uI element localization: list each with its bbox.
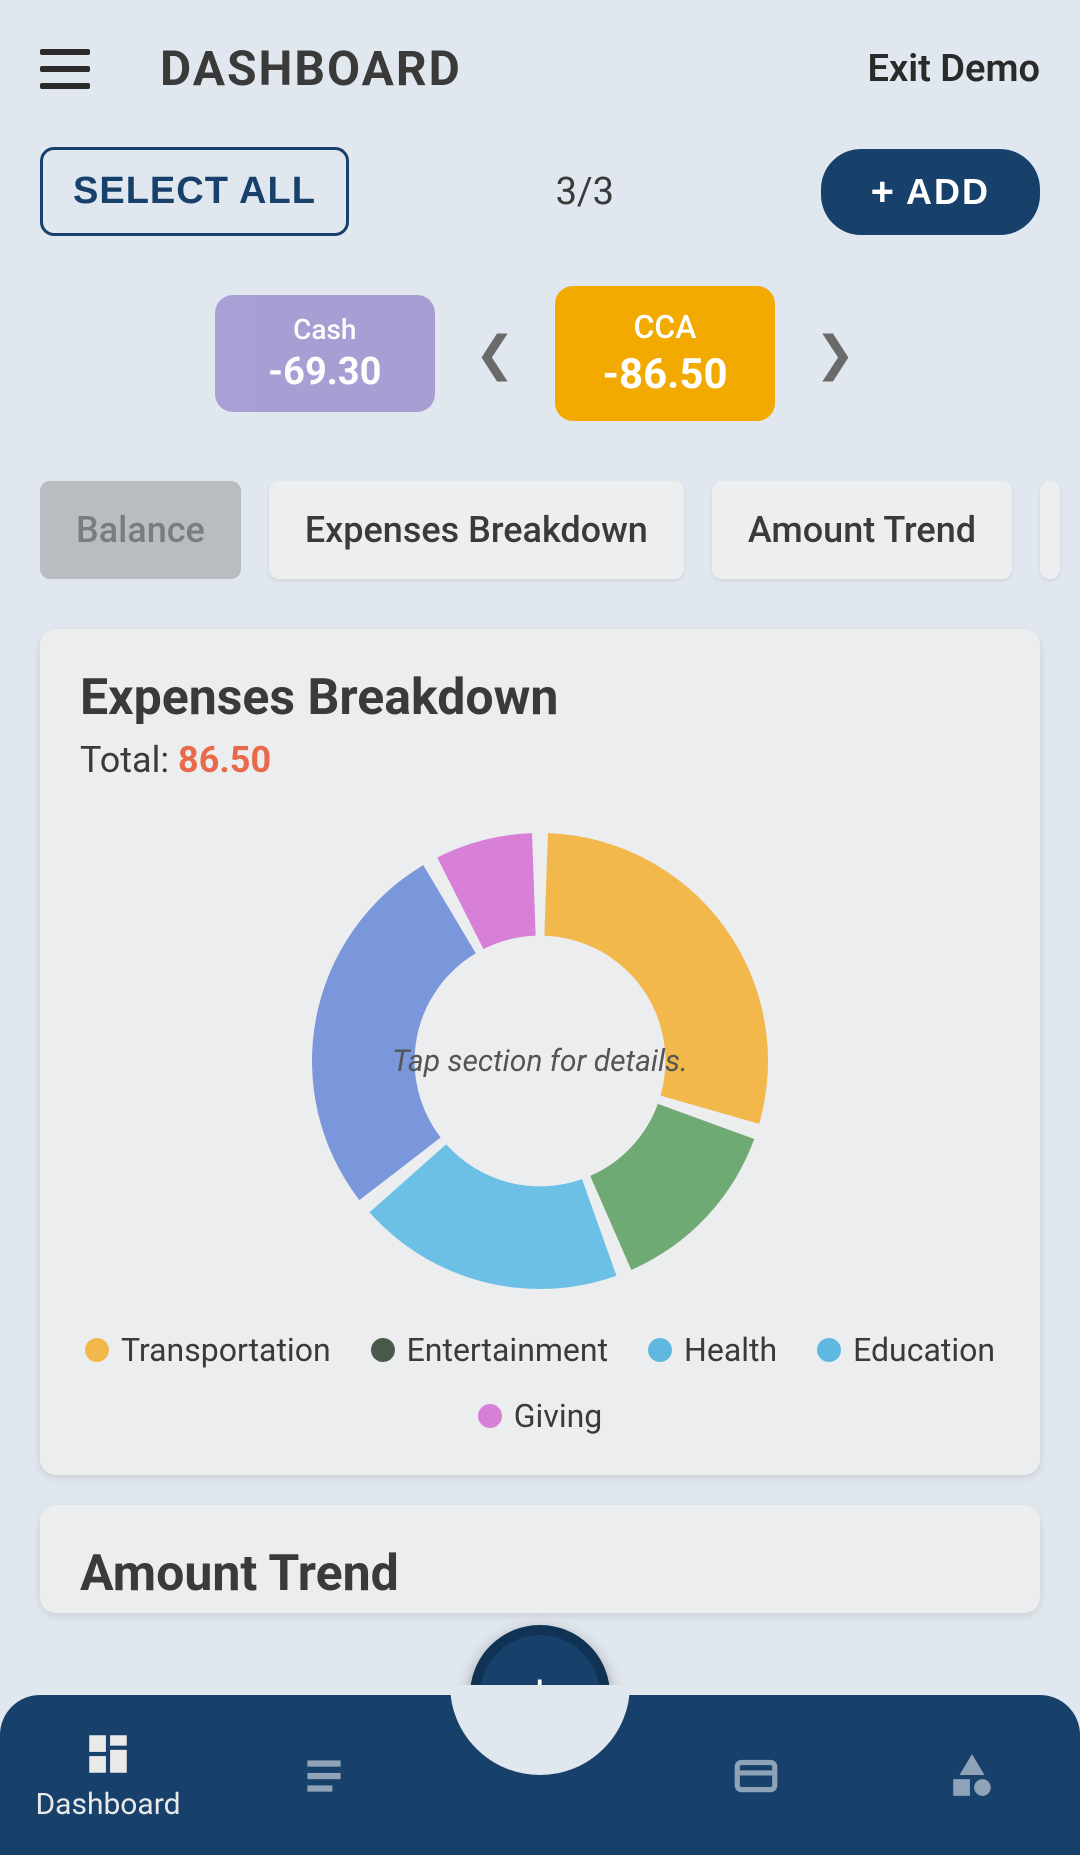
exit-demo-button[interactable]: Exit Demo (868, 47, 1040, 91)
legend-label: Health (684, 1331, 777, 1369)
legend-item-education[interactable]: Education (817, 1331, 995, 1369)
legend-label: Education (853, 1331, 995, 1369)
legend-item-health[interactable]: Health (648, 1331, 777, 1369)
total-value: 86.50 (178, 739, 271, 781)
tab-overflow[interactable] (1040, 481, 1060, 579)
legend-item-transportation[interactable]: Transportation (85, 1331, 331, 1369)
nav-card[interactable] (648, 1750, 864, 1800)
toolbar: SELECT ALL 3/3 + ADD (0, 127, 1080, 256)
account-carousel: Cash -69.30 ❮ CCA -86.50 ❯ (0, 256, 1080, 481)
chevron-right-icon[interactable]: ❯ (805, 325, 865, 382)
total-label: Total: (80, 739, 178, 781)
tab-balance[interactable]: Balance (40, 481, 241, 579)
account-card-label: CCA (595, 308, 735, 346)
amount-trend-panel: Amount Trend (40, 1505, 1040, 1613)
legend-dot-icon (478, 1404, 502, 1428)
legend-label: Giving (514, 1397, 603, 1435)
legend-dot-icon (817, 1338, 841, 1362)
account-card-cca[interactable]: CCA -86.50 (555, 286, 775, 421)
account-card-value: -86.50 (595, 350, 735, 399)
nav-shapes[interactable] (864, 1750, 1080, 1800)
legend-item-entertainment[interactable]: Entertainment (371, 1331, 608, 1369)
panel-title: Amount Trend (80, 1545, 1000, 1603)
panel-title: Expenses Breakdown (80, 669, 1000, 727)
tab-amount-trend[interactable]: Amount Trend (712, 481, 1012, 579)
add-button-label: ADD (906, 171, 990, 213)
page-title: DASHBOARD (160, 40, 462, 97)
bottom-nav: Dashboard (0, 1695, 1080, 1855)
legend-dot-icon (85, 1338, 109, 1362)
list-icon (299, 1750, 349, 1800)
donut-slice-entertainment[interactable] (590, 1104, 754, 1270)
chevron-left-icon[interactable]: ❮ (465, 325, 525, 382)
dashboard-icon (83, 1729, 133, 1779)
donut-legend: Transportation Entertainment Health Educati… (80, 1331, 1000, 1435)
plus-icon: + (871, 172, 896, 212)
legend-item-giving[interactable]: Giving (478, 1397, 603, 1435)
account-card-cash[interactable]: Cash -69.30 (215, 295, 435, 412)
add-button[interactable]: + ADD (821, 149, 1040, 235)
nav-label: Dashboard (35, 1787, 180, 1822)
select-all-button[interactable]: SELECT ALL (40, 147, 349, 236)
donut-slice-health[interactable] (370, 1144, 617, 1289)
account-card-value: -69.30 (245, 350, 405, 394)
nav-dashboard[interactable]: Dashboard (0, 1729, 216, 1822)
shapes-icon (947, 1750, 997, 1800)
donut-chart[interactable]: Tap section for details. (300, 821, 780, 1301)
nav-notch (450, 1685, 630, 1775)
expenses-breakdown-panel: Expenses Breakdown Total: 86.50 Tap sect… (40, 629, 1040, 1475)
nav-list[interactable] (216, 1750, 432, 1800)
card-icon (731, 1750, 781, 1800)
tab-expenses-breakdown[interactable]: Expenses Breakdown (269, 481, 684, 579)
legend-label: Transportation (121, 1331, 331, 1369)
header-bar: DASHBOARD Exit Demo (0, 0, 1080, 127)
donut-slice-transportation[interactable] (544, 833, 768, 1124)
legend-dot-icon (648, 1338, 672, 1362)
legend-label: Entertainment (407, 1331, 608, 1369)
account-counter: 3/3 (556, 170, 614, 214)
view-tabs: Balance Expenses Breakdown Amount Trend (0, 481, 1080, 609)
total-row: Total: 86.50 (80, 739, 1000, 781)
account-card-label: Cash (245, 313, 405, 346)
legend-dot-icon (371, 1338, 395, 1362)
menu-icon[interactable] (40, 49, 90, 89)
